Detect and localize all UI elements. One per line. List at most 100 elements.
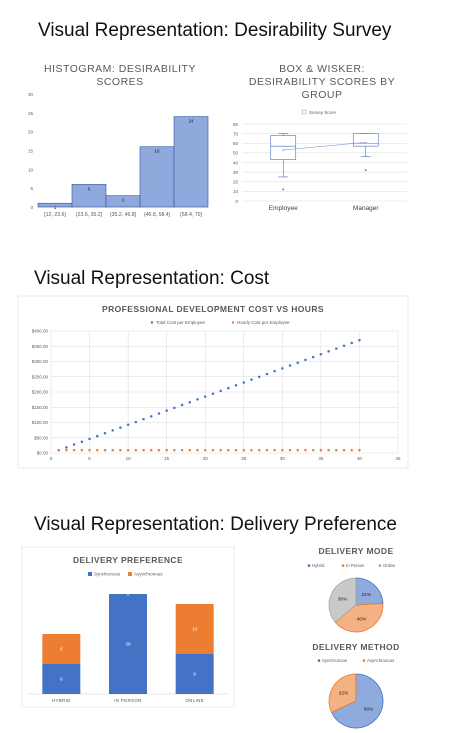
method-legend-label-0: Synchronous — [322, 658, 347, 663]
cost-point-hourly-16 — [173, 448, 176, 452]
cost-point-hourly-8 — [111, 448, 114, 452]
cost-point-hourly-38 — [342, 448, 346, 452]
cost-point-total-23 — [227, 386, 230, 390]
cost-point-total-11 — [134, 420, 138, 424]
histogram-y-tick-30: 30 — [28, 92, 34, 97]
mode-data-label-2: 36% — [338, 596, 348, 602]
cost-point-total-10 — [126, 423, 130, 427]
cost-title: PROFESSIONAL DEVELOPMENT COST VS HOURS — [102, 304, 324, 314]
cost-x-tick-5: 5 — [88, 456, 91, 461]
mode-slice-1 — [334, 602, 384, 633]
delivery-mode-pie-chart: DELIVERY MODE Hybrid In Person Online 24% 40… — [307, 546, 396, 633]
cost-point-hourly-15 — [165, 448, 168, 452]
cost-point-hourly-20 — [203, 448, 207, 452]
cost-point-total-18 — [188, 400, 192, 404]
pref-legend-swatch-0 — [88, 572, 92, 576]
pref-x-tick-1: IN PERSON — [114, 698, 141, 703]
mode-title: DELIVERY MODE — [318, 546, 393, 556]
cost-x-tick-25: 25 — [241, 456, 247, 461]
box-x-tick-0: Employee — [269, 205, 298, 212]
pref-bar-2-0 — [175, 654, 214, 694]
cost-point-hourly-4 — [80, 448, 84, 452]
box-iqr-0 — [270, 135, 297, 160]
histogram-y-tick-20: 20 — [28, 130, 34, 135]
mode-data-label-1: 40% — [357, 616, 367, 622]
cost-y-tick-400: $400.00 — [32, 329, 49, 334]
histogram-data-label-0: 1 — [54, 205, 57, 210]
cost-point-hourly-13 — [149, 448, 153, 452]
mode-legend-swatch-2 — [378, 564, 382, 567]
cost-legend-swatch-1 — [231, 321, 235, 324]
pref-x-tick-0: HYBRID — [52, 698, 71, 703]
cost-legend-label-0: Total Cost per Employee — [156, 320, 206, 325]
cost-y-tick-0: $0.00 — [37, 451, 49, 456]
mode-data-label-0: 24% — [361, 592, 371, 598]
cost-point-total-36 — [327, 350, 330, 353]
cost-point-hourly-19 — [196, 448, 199, 452]
cost-y-tick-350: $350.00 — [32, 344, 49, 349]
cost-x-tick-15: 15 — [164, 456, 170, 461]
method-data-label-0: 68% — [364, 707, 374, 713]
cost-point-hourly-24 — [234, 448, 238, 452]
cost-x-tick-30: 30 — [280, 456, 286, 461]
cost-point-hourly-17 — [180, 448, 184, 452]
cost-point-total-29 — [273, 369, 276, 373]
histogram-chart: HISTOGRAM: DESIRABILITY SCORES 0 5 10 15 20 25… — [28, 63, 209, 218]
mode-legend-swatch-1 — [341, 564, 345, 567]
cost-point-hourly-34 — [311, 448, 315, 452]
method-legend-label-1: Asynchronous — [367, 658, 394, 663]
pref-bar-2-1 — [175, 604, 214, 654]
box-mean-line — [283, 142, 366, 151]
cost-point-hourly-40 — [358, 448, 361, 452]
pref-legend-label-1: Asynchronous — [134, 572, 163, 577]
cost-point-total-19 — [196, 398, 199, 401]
cost-point-total-31 — [288, 364, 292, 367]
cost-x-tick-0: 0 — [50, 456, 53, 461]
box-mean-marker-1: × — [365, 140, 368, 145]
cost-point-total-40 — [358, 338, 361, 342]
pref-data-label-0-1: 6 — [60, 647, 63, 652]
cost-point-total-2 — [65, 446, 68, 449]
cost-point-total-9 — [119, 426, 122, 429]
box-title-line-3: GROUP — [301, 89, 342, 101]
histogram-x-tick-2: (35.2, 46.8] — [110, 212, 137, 218]
cost-point-total-26 — [250, 378, 253, 381]
cost-x-tick-45: 45 — [395, 456, 401, 461]
box-y-tick-40: 40 — [233, 160, 239, 165]
pref-data-label-2-1: 10 — [192, 627, 198, 632]
cost-point-hourly-21 — [211, 448, 215, 452]
mode-legend-label-2: Online — [383, 563, 396, 568]
cost-point-total-38 — [342, 344, 346, 348]
histogram-bar-3 — [139, 146, 175, 208]
histogram-title: HISTOGRAM: DESIRABILITY SCORES — [44, 63, 196, 88]
cost-point-total-20 — [203, 395, 207, 398]
cost-x-tick-20: 20 — [203, 456, 209, 461]
cost-point-total-21 — [211, 392, 215, 396]
cost-point-hourly-35 — [319, 448, 323, 452]
histogram-data-label-2: 3 — [122, 198, 125, 203]
cost-point-hourly-14 — [157, 448, 161, 452]
histogram-bar-4 — [173, 116, 209, 208]
cost-point-hourly-5 — [88, 448, 91, 452]
pref-title: DELIVERY PREFERENCE — [73, 555, 183, 565]
pref-data-label-1-0: 20 — [125, 642, 131, 647]
box-y-tick-30: 30 — [233, 170, 239, 175]
mode-legend-label-1: In Person — [346, 563, 365, 568]
method-title: DELIVERY METHOD — [312, 642, 399, 652]
cost-y-tick-250: $250.00 — [32, 374, 49, 379]
histogram-x-tick-0: [12, 23.6] — [44, 212, 66, 218]
cost-point-total-14 — [157, 412, 161, 415]
histogram-y-tick-25: 25 — [28, 111, 34, 116]
cost-point-hourly-27 — [257, 448, 261, 452]
cost-point-hourly-31 — [288, 448, 292, 452]
cost-point-total-13 — [149, 415, 153, 418]
histogram-y-tick-15: 15 — [28, 149, 34, 154]
box-title-line-2: DESIRABILITY SCORES BY — [249, 76, 395, 88]
method-slice-0 — [331, 673, 384, 729]
histogram-y-tick-5: 5 — [30, 186, 33, 191]
histogram-title-line-2: SCORES — [96, 76, 143, 88]
box-legend-label: Survey Score — [309, 110, 337, 115]
cost-y-tick-150: $150.00 — [32, 405, 49, 410]
method-legend-swatch-1 — [362, 659, 366, 662]
cost-point-hourly-1 — [57, 448, 60, 452]
